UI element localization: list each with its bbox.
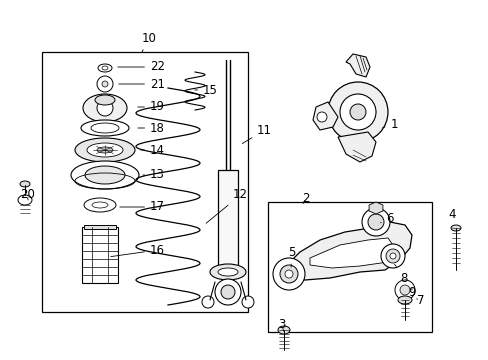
Polygon shape <box>312 102 337 130</box>
Bar <box>267 202 431 332</box>
Ellipse shape <box>209 264 245 280</box>
Text: 18: 18 <box>138 122 164 135</box>
Bar <box>218 170 238 272</box>
Ellipse shape <box>18 195 32 205</box>
Ellipse shape <box>84 198 116 212</box>
Ellipse shape <box>97 147 113 153</box>
Ellipse shape <box>95 95 115 105</box>
Circle shape <box>380 244 404 268</box>
Circle shape <box>389 253 395 259</box>
Text: 3: 3 <box>278 319 285 332</box>
Text: 20: 20 <box>20 189 35 202</box>
Text: 22: 22 <box>118 60 164 73</box>
Circle shape <box>327 82 387 142</box>
Text: 1: 1 <box>382 118 397 131</box>
Circle shape <box>272 258 305 290</box>
Text: 19: 19 <box>138 100 164 113</box>
Ellipse shape <box>202 296 214 308</box>
Ellipse shape <box>278 326 289 334</box>
Circle shape <box>349 104 365 120</box>
Circle shape <box>339 94 375 130</box>
Text: 10: 10 <box>142 31 157 52</box>
Polygon shape <box>309 238 394 268</box>
Text: 12: 12 <box>206 189 247 223</box>
Text: 5: 5 <box>287 246 295 267</box>
Bar <box>84 225 116 229</box>
Ellipse shape <box>83 94 127 122</box>
Text: 21: 21 <box>119 77 164 90</box>
Ellipse shape <box>102 66 108 70</box>
Ellipse shape <box>221 285 235 299</box>
Circle shape <box>97 76 113 92</box>
Circle shape <box>394 280 414 300</box>
Text: 16: 16 <box>110 243 164 257</box>
Ellipse shape <box>450 225 460 231</box>
Ellipse shape <box>397 296 411 304</box>
Ellipse shape <box>71 161 139 189</box>
Ellipse shape <box>218 268 238 276</box>
Polygon shape <box>337 132 375 162</box>
Ellipse shape <box>92 202 108 208</box>
Polygon shape <box>287 222 411 280</box>
Polygon shape <box>368 202 382 214</box>
Bar <box>42 52 247 312</box>
Circle shape <box>316 112 326 122</box>
Ellipse shape <box>20 181 30 187</box>
Text: 7: 7 <box>416 293 423 306</box>
Text: 2: 2 <box>302 192 309 204</box>
Ellipse shape <box>81 120 129 136</box>
Ellipse shape <box>215 279 241 305</box>
Ellipse shape <box>242 296 253 308</box>
Text: 17: 17 <box>120 201 164 213</box>
Ellipse shape <box>85 166 125 184</box>
Text: 11: 11 <box>242 123 271 144</box>
Text: 9: 9 <box>407 287 415 300</box>
Ellipse shape <box>87 143 123 157</box>
Ellipse shape <box>91 123 119 133</box>
Circle shape <box>102 81 108 87</box>
Circle shape <box>399 285 409 295</box>
Circle shape <box>97 100 113 116</box>
Circle shape <box>385 249 399 263</box>
Bar <box>82 227 118 283</box>
Polygon shape <box>346 54 369 77</box>
Circle shape <box>367 214 383 230</box>
Text: 14: 14 <box>141 144 164 157</box>
Circle shape <box>361 208 389 236</box>
Text: 6: 6 <box>380 211 393 225</box>
Text: 13: 13 <box>142 168 164 181</box>
Text: 4: 4 <box>447 208 454 227</box>
Ellipse shape <box>75 138 135 162</box>
Text: 8: 8 <box>394 264 407 284</box>
Circle shape <box>280 265 297 283</box>
Circle shape <box>285 270 292 278</box>
Text: 15: 15 <box>194 84 218 96</box>
Ellipse shape <box>98 64 112 72</box>
